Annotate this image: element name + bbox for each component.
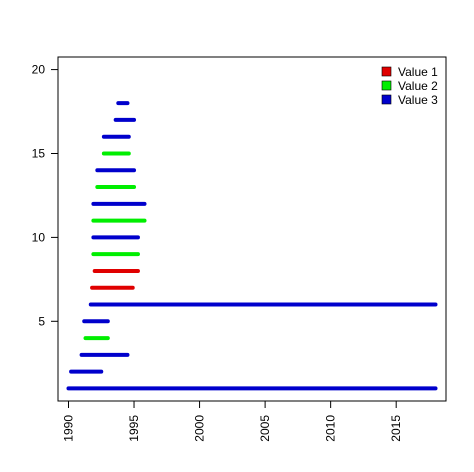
y-tick-label: 5	[38, 314, 45, 328]
legend-swatch	[381, 94, 392, 105]
x-tick-label: 2015	[389, 415, 403, 442]
plot-border	[57, 56, 447, 402]
legend-label: Value 1	[398, 65, 438, 79]
x-tick-label: 2010	[324, 415, 338, 442]
legend-label: Value 2	[398, 79, 438, 93]
x-tick-label: 1995	[127, 415, 141, 442]
x-tick-label: 2005	[258, 415, 272, 442]
y-tick-label: 10	[32, 230, 46, 244]
x-tick-label: 2000	[193, 415, 207, 442]
legend-label: Value 3	[398, 93, 438, 107]
x-tick-label: 1990	[61, 415, 75, 442]
legend-swatch	[381, 80, 392, 91]
y-tick-label: 20	[32, 63, 46, 77]
legend-swatch	[381, 66, 392, 77]
segments-layer	[66, 101, 438, 391]
x-axis: 1990 1995 2000 2005 2010 2015	[61, 400, 403, 442]
y-axis: 5 10 15 20	[32, 63, 59, 328]
y-tick-label: 15	[32, 146, 46, 160]
